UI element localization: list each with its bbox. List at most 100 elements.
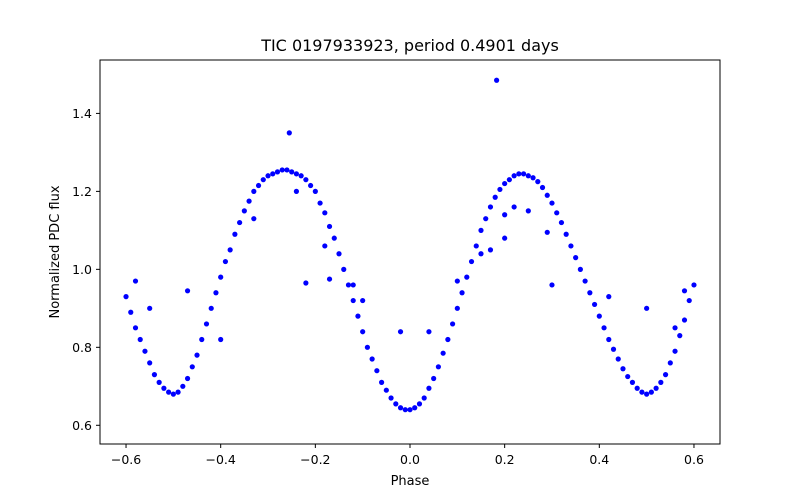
data-point (549, 282, 555, 288)
data-point (525, 173, 531, 179)
data-point (246, 198, 252, 204)
data-point (502, 180, 508, 187)
data-point (464, 274, 470, 280)
y-axis-label: Normalized PDC flux (48, 185, 63, 318)
data-point (326, 276, 333, 282)
data-point (483, 216, 489, 222)
data-point (653, 385, 659, 391)
x-tick-label: −0.6 (111, 452, 141, 467)
data-point (549, 200, 555, 206)
data-point (502, 235, 508, 241)
data-point (629, 379, 636, 385)
data-point (208, 305, 214, 311)
data-point (435, 364, 441, 370)
data-point (128, 309, 134, 315)
data-point (544, 192, 550, 198)
data-point (251, 188, 257, 194)
data-point (615, 356, 621, 362)
data-point (156, 379, 162, 385)
y-tick-label: 1.0 (72, 262, 92, 277)
data-point (137, 336, 143, 343)
data-point (227, 247, 233, 253)
data-point (473, 243, 479, 249)
data-point (303, 177, 309, 183)
data-point (218, 274, 224, 280)
data-point (293, 171, 300, 177)
data-point (610, 346, 617, 352)
data-point (478, 227, 484, 233)
data-point (667, 360, 673, 366)
data-point (511, 173, 517, 179)
data-point (516, 171, 522, 177)
data-point (274, 169, 281, 175)
data-point (412, 405, 418, 411)
data-point (289, 169, 295, 175)
data-point (322, 210, 328, 216)
data-point (255, 182, 262, 189)
data-point (180, 383, 186, 389)
data-point (577, 266, 583, 272)
data-point (544, 229, 550, 235)
data-point (625, 373, 631, 380)
data-point (184, 288, 191, 294)
data-point (468, 258, 475, 265)
data-point (506, 177, 512, 183)
chart-title: TIC 0197933923, period 0.4901 days (260, 36, 559, 55)
data-point (166, 389, 172, 395)
data-point (379, 379, 385, 385)
data-point (360, 329, 366, 335)
data-point (355, 313, 361, 319)
data-point (591, 301, 598, 308)
data-point (511, 204, 517, 210)
data-point (487, 247, 494, 253)
data-point (284, 167, 290, 173)
data-point (151, 372, 158, 378)
data-point (213, 290, 219, 296)
y-tick-label: 1.4 (72, 106, 92, 121)
x-tick-label: 0.4 (589, 452, 609, 467)
data-point (596, 313, 602, 319)
data-point (634, 385, 640, 391)
data-point (539, 184, 546, 191)
data-point (286, 130, 292, 136)
data-point (497, 186, 503, 193)
data-point (350, 282, 356, 288)
data-point (492, 194, 498, 200)
data-point (520, 171, 527, 177)
data-point (218, 336, 224, 343)
data-point (402, 407, 408, 413)
data-point (341, 266, 347, 272)
data-point (184, 375, 191, 382)
data-point (535, 179, 541, 185)
data-point (251, 216, 257, 222)
data-point (431, 375, 437, 382)
y-axis-ticks: 0.6 0.8 1.0 1.2 1.4 (72, 106, 100, 433)
data-point (279, 167, 285, 173)
data-point (322, 243, 328, 249)
data-point (393, 401, 399, 407)
data-point (336, 251, 342, 257)
data-point (691, 282, 697, 288)
data-point (203, 321, 210, 327)
x-tick-label: 0.0 (400, 452, 420, 467)
data-point (606, 336, 612, 343)
data-point (194, 352, 200, 358)
y-tick-label: 0.8 (72, 340, 92, 355)
data-point (260, 177, 266, 183)
data-point (364, 344, 370, 350)
data-point (558, 219, 565, 226)
x-tick-label: 0.2 (495, 452, 515, 467)
data-point (681, 317, 688, 323)
data-point (416, 401, 423, 407)
data-point (142, 348, 148, 354)
data-point (454, 305, 460, 311)
data-point (450, 321, 456, 327)
data-point (672, 325, 678, 331)
data-point (421, 395, 427, 401)
data-point (573, 255, 579, 261)
data-point (265, 173, 271, 179)
data-point (494, 77, 500, 83)
data-point (686, 297, 692, 304)
data-point (147, 360, 153, 366)
data-point (308, 182, 314, 189)
